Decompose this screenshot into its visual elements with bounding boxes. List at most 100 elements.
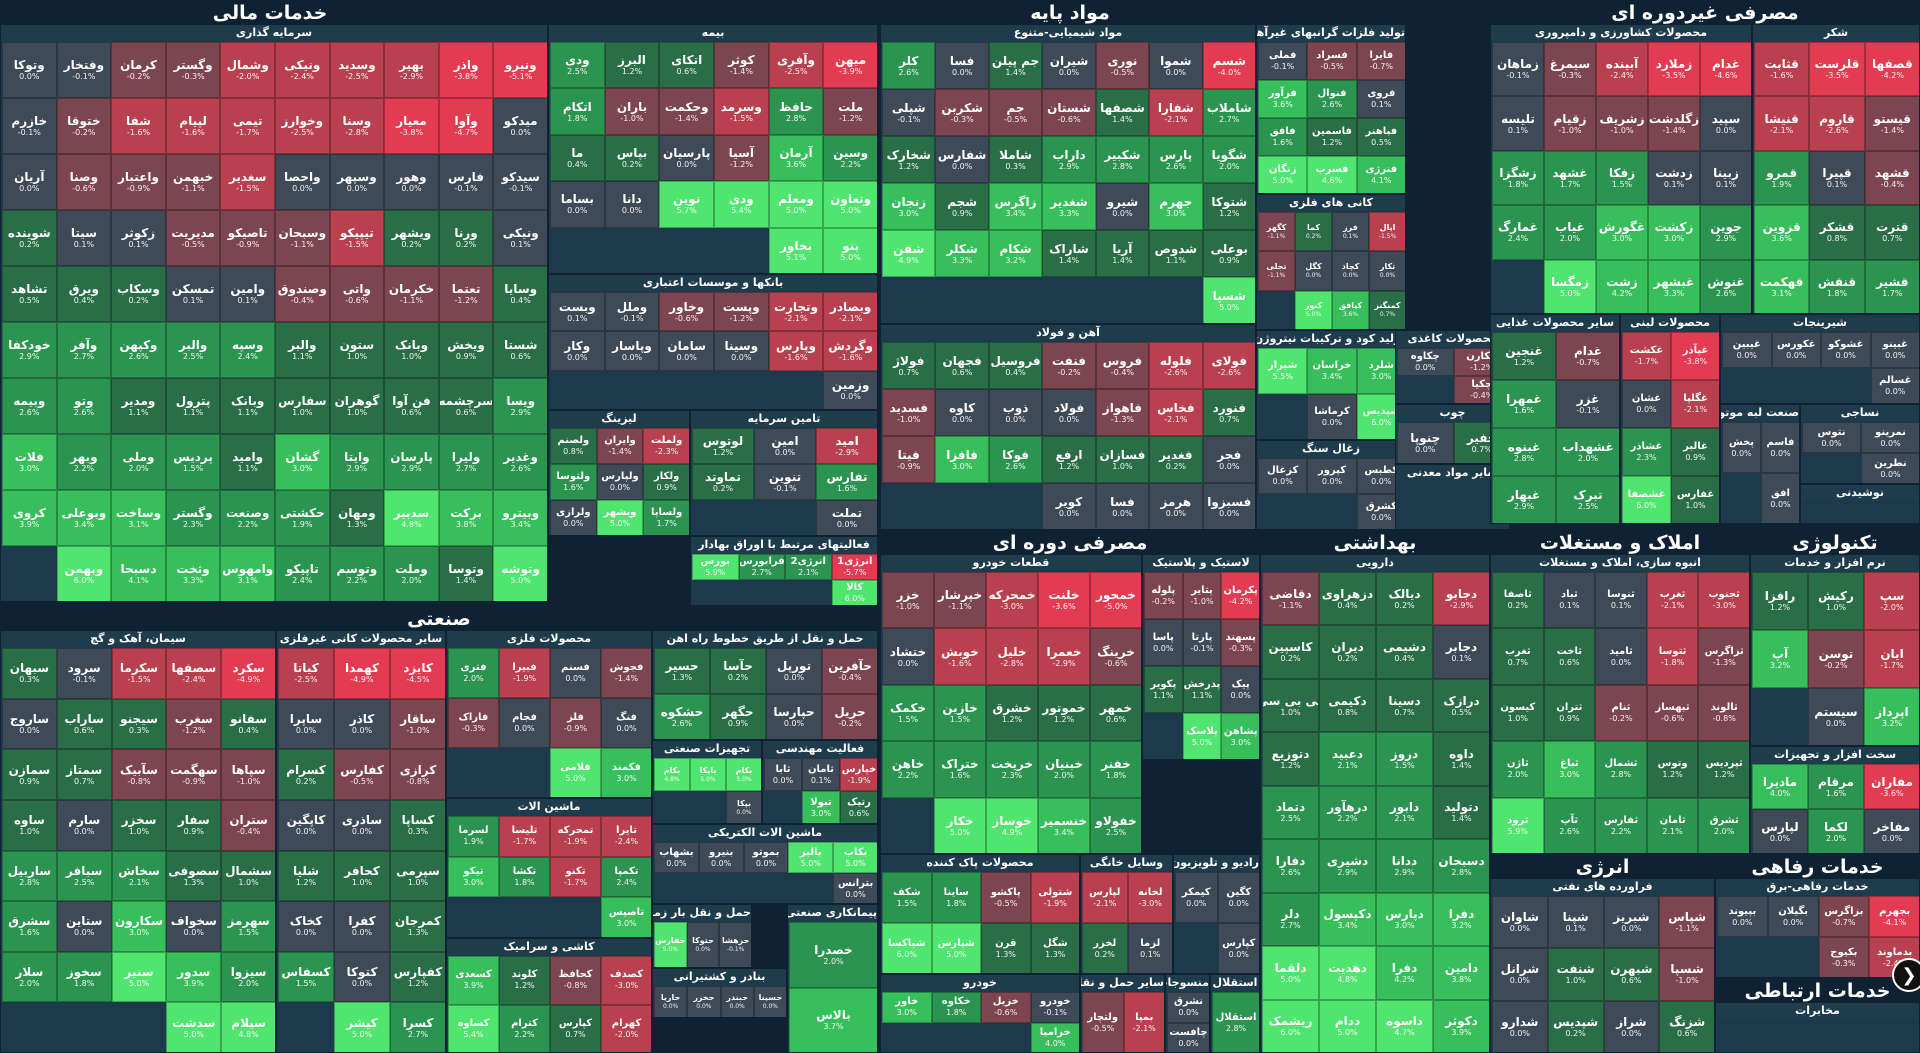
stock-cell[interactable]: وگستر -0.3% [165,42,221,98]
stock-cell[interactable]: فاهواز -1.3% [1095,389,1150,436]
industry-title[interactable]: زغال سنگ [1257,441,1405,457]
stock-cell[interactable]: سکرما -1.5% [111,648,167,699]
stock-cell[interactable]: شموا 0.0% [1149,42,1203,89]
stock-cell[interactable]: جم پیلن 1.4% [988,42,1043,89]
stock-cell[interactable]: ویخش 0.9% [438,322,494,378]
stock-cell[interactable]: ویسا 2.9% [493,378,547,434]
stock-cell[interactable]: فسدید -1.0% [882,389,936,436]
stock-cell[interactable]: ورنا 0.2% [438,210,494,266]
stock-cell[interactable]: فروسیل 0.4% [988,342,1043,389]
stock-cell[interactable]: ثاژن 2.0% [1492,741,1544,798]
stock-cell[interactable]: استقلال 2.8% [1212,992,1259,1052]
industry-title[interactable]: لاستیک و پلاستیک [1143,555,1259,571]
stock-cell[interactable]: مدیریت -0.5% [165,210,221,266]
stock-cell[interactable]: ویشهر 0.2% [384,210,439,266]
stock-cell[interactable]: کهرام -2.0% [601,1004,651,1052]
stock-cell[interactable]: سیدکو -0.1% [493,154,547,210]
stock-cell[interactable]: تشاهد 0.5% [2,266,57,322]
stock-cell[interactable]: بخاور 5.1% [768,227,824,273]
stock-cell[interactable]: دفرا 4.2% [1376,946,1433,1000]
stock-cell[interactable]: کروی 3.9% [2,490,57,546]
industry-title[interactable]: وسایل خانگی [1081,855,1172,871]
stock-cell[interactable]: سخزر 1.0% [111,799,167,851]
stock-cell[interactable]: تایرا -2.4% [601,816,651,857]
stock-cell[interactable]: حبندر 0.0% [720,986,754,1017]
stock-cell[interactable]: کاسپین 0.2% [1262,625,1319,679]
stock-cell[interactable]: کما 0.2% [1295,212,1332,252]
stock-cell[interactable]: وتوسا 1.4% [438,546,494,601]
stock-cell[interactable]: ولپارس 0.0% [596,464,644,500]
stock-cell[interactable]: سپاها -1.0% [221,749,275,800]
stock-cell[interactable]: میهن -3.9% [823,42,877,89]
industry-title[interactable]: ماشین الات الکتریکی [653,825,877,841]
industry-title[interactable]: محصولات کشاورزی و دامپروری [1491,25,1751,41]
stock-cell[interactable]: دزهراوی 0.4% [1319,572,1376,626]
stock-cell[interactable]: خودرو -0.1% [1030,992,1079,1023]
industry-title[interactable]: حمل و نقل بار زمینی [653,905,751,921]
stock-cell[interactable]: کچاد 0.0% [1332,251,1369,291]
stock-cell[interactable]: دفارا 2.6% [1262,839,1319,893]
stock-cell[interactable]: آریان 0.0% [2,154,57,210]
stock-cell[interactable]: خمحور -5.0% [1090,572,1141,629]
stock-cell[interactable]: فسنم 0.0% [550,648,601,698]
stock-cell[interactable]: حپارسا 0.0% [766,694,822,739]
stock-cell[interactable]: شتوکا 1.2% [1202,183,1255,230]
stock-cell[interactable]: والبر 1.1% [275,322,330,378]
stock-cell[interactable]: شفن 4.9% [882,230,936,277]
industry-title[interactable]: کاشی و سرامیک [447,939,651,955]
stock-cell[interactable]: بنیرو 0.0% [698,842,744,873]
stock-cell[interactable]: ولملت -2.3% [643,428,689,464]
stock-cell[interactable]: ونیکی 0.1% [493,210,547,266]
stock-cell[interactable]: قهکمت 3.1% [1754,259,1810,313]
stock-cell[interactable]: سصفها -2.4% [166,648,222,699]
stock-cell[interactable]: دجابر 0.1% [1433,625,1489,679]
stock-cell[interactable]: ستران -0.4% [221,799,275,851]
stock-cell[interactable]: شزنگ 0.6% [1659,1000,1714,1052]
stock-cell[interactable]: سصوفی 1.3% [166,850,222,902]
stock-cell[interactable]: وتو 2.6% [56,378,112,434]
stock-cell[interactable]: قترت 0.7% [1864,205,1919,260]
industry-title[interactable]: انبوه سازی، املاک و مستغلات [1491,555,1749,571]
stock-cell[interactable]: نوین 5.7% [659,181,714,228]
stock-cell[interactable]: کالا 6.0% [831,580,877,605]
stock-cell[interactable]: فرآور 3.6% [1258,80,1308,118]
industry-title[interactable]: سایر حمل و نقلیه موتوری [1081,975,1164,991]
stock-cell[interactable]: ولرازی 0.0% [550,500,597,535]
stock-cell[interactable]: وپست -1.2% [714,292,769,332]
stock-cell[interactable]: سدبیر 4.8% [384,490,439,546]
stock-cell[interactable]: ثامان 2.1% [1646,797,1699,853]
stock-cell[interactable]: سیتا 0.1% [56,210,112,266]
stock-cell[interactable]: کهمدا -4.9% [334,648,390,699]
industry-title[interactable]: فراورده های نفتی [1491,879,1714,895]
stock-cell[interactable]: ساروج 0.0% [2,698,57,750]
stock-cell[interactable]: فارس -0.1% [438,154,494,210]
stock-cell[interactable]: فجر 0.0% [1202,436,1255,483]
stock-cell[interactable]: پارسان 2.9% [384,434,439,490]
stock-cell[interactable]: وبانک 1.0% [384,322,439,378]
stock-cell[interactable]: مرقام 1.6% [1808,764,1864,809]
stock-cell[interactable]: ایال -1.5% [1369,212,1405,252]
stock-cell[interactable]: خراسان 3.4% [1307,348,1357,394]
stock-cell[interactable]: فلوله -2.6% [1149,342,1203,389]
stock-cell[interactable]: نتوس 0.0% [1802,422,1861,453]
stock-cell[interactable]: فلات 3.0% [2,434,57,490]
stock-cell[interactable]: وآوا -4.7% [438,98,494,154]
stock-cell[interactable]: کزغال 0.0% [1258,458,1308,494]
stock-cell[interactable]: وحکمت -1.4% [659,88,714,135]
industry-title[interactable]: محصولات فلزی [447,631,651,647]
stock-cell[interactable]: زکشت 3.0% [1648,205,1700,260]
stock-cell[interactable]: دکپسول 3.4% [1319,892,1376,947]
stock-cell[interactable]: ومدیر 1.1% [111,378,166,434]
stock-cell[interactable]: سخواف 0.0% [166,901,222,952]
stock-cell[interactable]: ثنوسا 0.1% [1595,572,1647,629]
stock-cell[interactable]: خودکفا 2.9% [2,322,57,378]
stock-cell[interactable]: ولیرا 2.7% [438,434,494,490]
stock-cell[interactable]: چنوپا 0.0% [1397,422,1454,463]
stock-cell[interactable]: دسینا 0.7% [1376,678,1433,733]
stock-cell[interactable]: غیبین 0.0% [1722,332,1772,368]
stock-cell[interactable]: فنورد 0.7% [1202,389,1255,436]
stock-cell[interactable]: قشکر 0.8% [1809,205,1865,260]
stock-cell[interactable]: ددانا 2.9% [1376,839,1433,893]
stock-cell[interactable]: خنسمیر 3.4% [1038,797,1090,853]
stock-cell[interactable]: غگورش 3.0% [1596,205,1648,260]
